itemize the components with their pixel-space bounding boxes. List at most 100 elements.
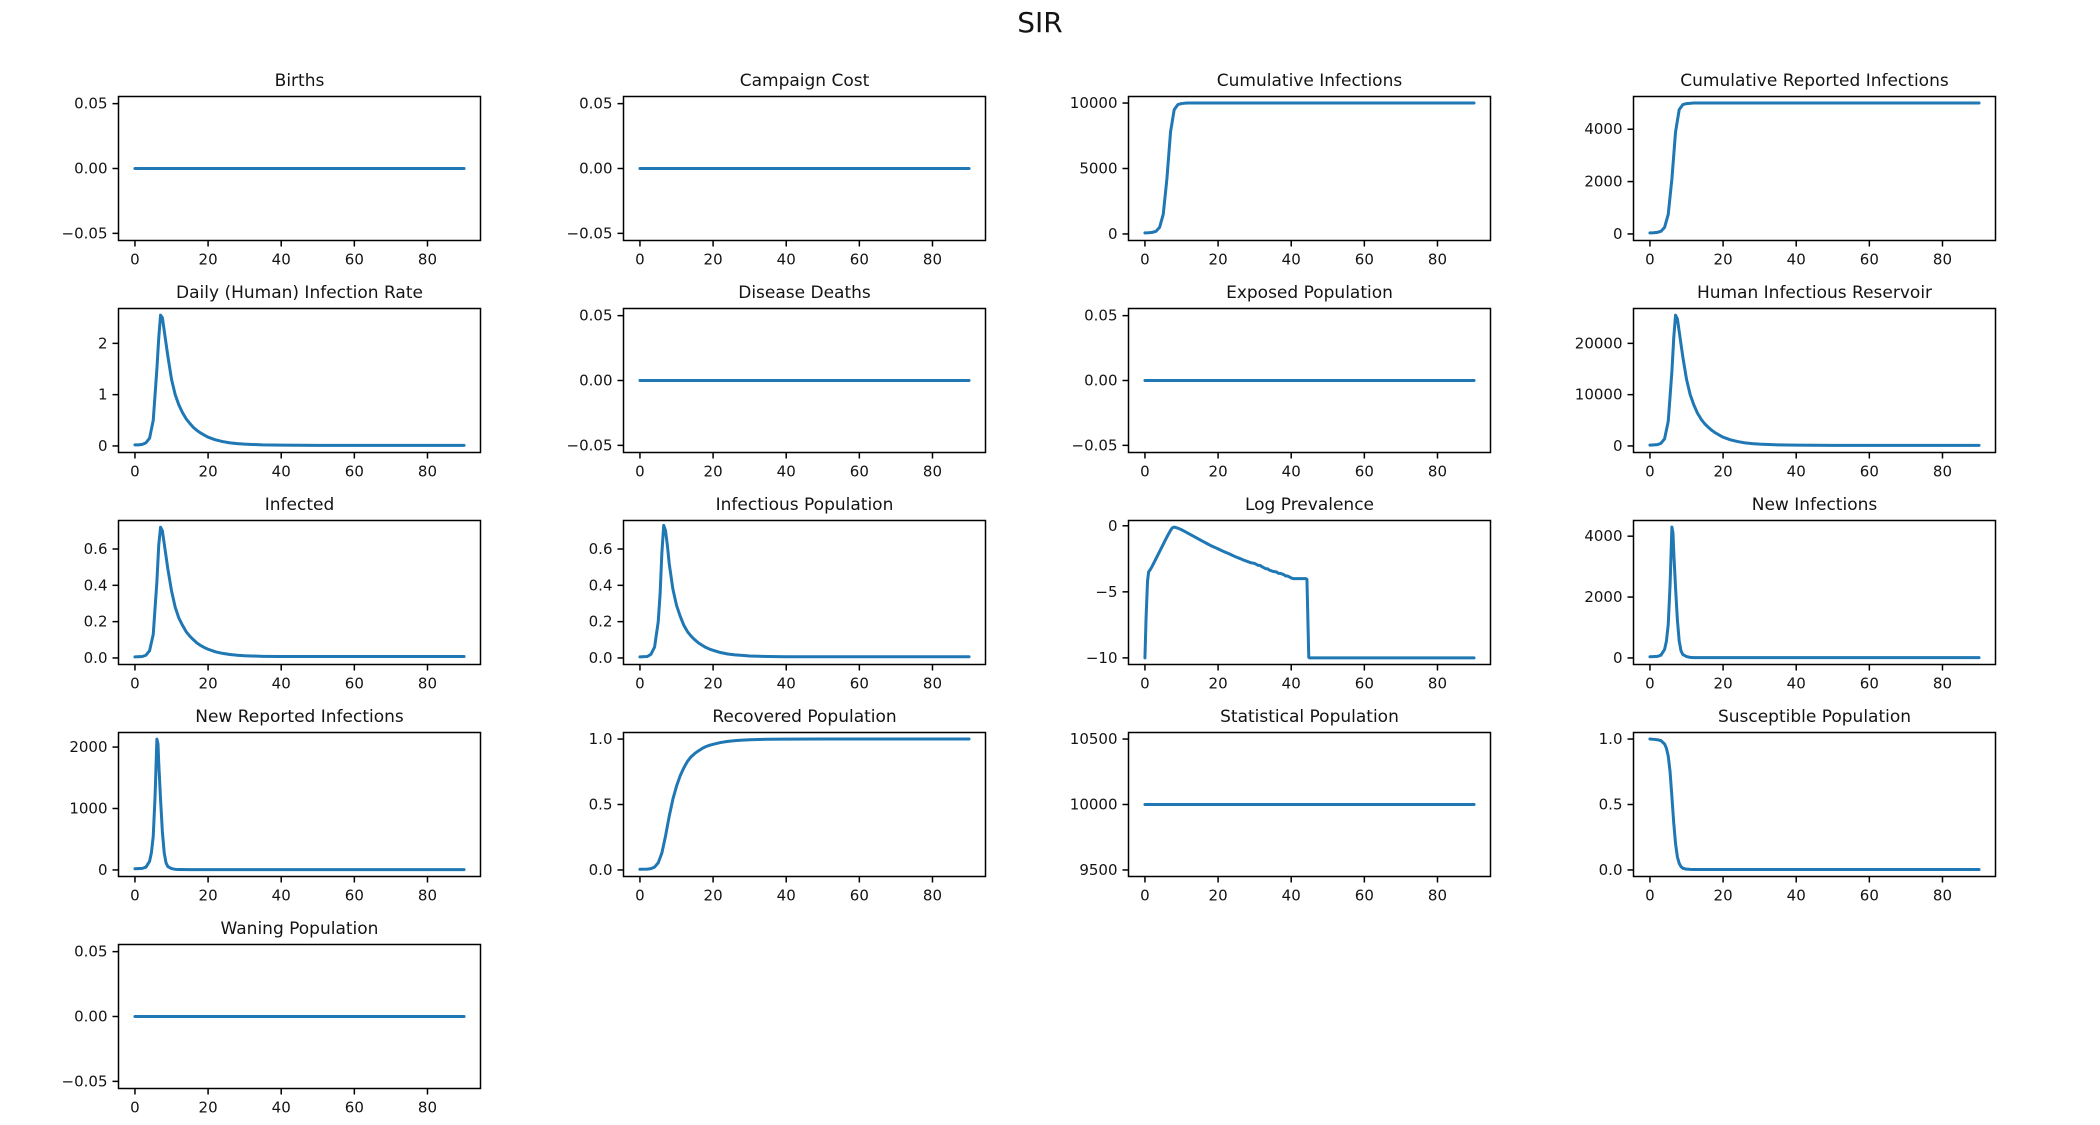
x-tick-label: 0 <box>130 251 140 269</box>
x-tick-label: 40 <box>1787 887 1806 905</box>
x-tick-label: 20 <box>1209 887 1228 905</box>
data-line <box>133 737 466 872</box>
x-tick-label: 60 <box>345 251 364 269</box>
x-tick-label: 40 <box>1282 675 1301 693</box>
plot-svg-exposed-population: Exposed Population 0.05 0.00 −0.05 0 20 40 60 80 <box>1072 283 1492 481</box>
subplot-waning-population: Waning Population 0.05 0.00 −0.05 0 20 40 60 80 <box>0 904 505 1120</box>
subplot-daily-human-infection-rate: Daily (Human) Infection Rate 2 1 0 0 20 40 60 80 <box>0 268 505 484</box>
x-tick-label: 60 <box>345 887 364 905</box>
x-tick-label: 20 <box>199 675 218 693</box>
x-tick-label: 0 <box>1645 887 1655 905</box>
x-tick-label: 60 <box>1860 463 1879 481</box>
x-tick-label: 20 <box>1714 887 1733 905</box>
x-tick-label: 20 <box>1209 675 1228 693</box>
x-tick-label: 40 <box>1282 251 1301 269</box>
x-tick-label: 40 <box>272 463 291 481</box>
x-tick-label: 20 <box>199 251 218 269</box>
x-tick-label: 60 <box>1355 675 1374 693</box>
data-line <box>638 523 971 659</box>
y-tick-label: −0.05 <box>1072 436 1118 454</box>
y-tick-label: −5 <box>1095 583 1117 601</box>
x-tick-label: 20 <box>704 887 723 905</box>
x-tick-label: 80 <box>1428 887 1447 905</box>
x-tick-label: 40 <box>777 463 796 481</box>
subplot-title: Human Infectious Reservoir <box>1697 283 1932 303</box>
plot-svg-disease-deaths: Disease Deaths 0.05 0.00 −0.05 0 20 40 60 80 <box>567 283 987 481</box>
x-tick-label: 80 <box>923 251 942 269</box>
subplot-title: Disease Deaths <box>738 283 871 303</box>
plot-svg-daily-human-infection-rate: Daily (Human) Infection Rate 2 1 0 0 20 40 60 80 <box>98 283 482 481</box>
y-tick-label: 20000 <box>1575 334 1623 352</box>
x-tick-label: 80 <box>923 887 942 905</box>
y-tick-label: 2000 <box>69 738 107 756</box>
x-tick-label: 80 <box>418 1099 437 1117</box>
x-tick-label: 40 <box>272 251 291 269</box>
y-tick-label: 0 <box>98 437 108 455</box>
x-tick-label: 40 <box>1787 463 1806 481</box>
subplot-statistical-population: Statistical Population 10500 10000 9500 0 20 4… <box>1010 692 1515 908</box>
subplot-title: Log Prevalence <box>1245 495 1374 515</box>
plot-svg-log-prevalence: Log Prevalence 0 −5 −10 0 20 40 60 80 <box>1086 495 1492 693</box>
x-tick-label: 0 <box>130 887 140 905</box>
y-tick-label: 4000 <box>1584 120 1622 138</box>
y-tick-label: 1 <box>98 386 108 404</box>
x-tick-label: 60 <box>1860 675 1879 693</box>
y-tick-label: 1.0 <box>1599 730 1623 748</box>
x-tick-label: 60 <box>850 251 869 269</box>
subplot-title: Waning Population <box>221 919 379 939</box>
y-tick-label: 0.00 <box>74 1008 107 1026</box>
y-tick-label: 0.00 <box>579 372 612 390</box>
x-tick-label: 80 <box>1933 887 1952 905</box>
x-tick-label: 40 <box>777 887 796 905</box>
x-tick-label: 20 <box>199 887 218 905</box>
x-tick-label: 40 <box>272 675 291 693</box>
axes-box <box>622 731 987 878</box>
y-tick-label: 0.00 <box>1084 372 1117 390</box>
subplot-title: Exposed Population <box>1226 283 1393 303</box>
x-tick-label: 0 <box>635 463 645 481</box>
data-line <box>1648 525 1981 660</box>
x-tick-label: 0 <box>1140 251 1150 269</box>
plot-svg-human-infectious-reservoir: Human Infectious Reservoir 20000 10000 0 0 20… <box>1575 283 1997 481</box>
axes-box <box>117 307 482 454</box>
plot-svg-new-infections: New Infections 4000 2000 0 0 20 40 60 80 <box>1584 495 1997 693</box>
x-tick-label: 60 <box>850 675 869 693</box>
x-tick-label: 80 <box>418 887 437 905</box>
subplot-title: Statistical Population <box>1220 707 1399 727</box>
subplot-title: Births <box>275 71 325 91</box>
subplot-human-infectious-reservoir: Human Infectious Reservoir 20000 10000 0 0 20… <box>1515 268 2020 484</box>
x-tick-label: 40 <box>272 887 291 905</box>
plot-svg-recovered-population: Recovered Population 1.0 0.5 0.0 0 20 40 60 80 <box>589 707 987 905</box>
x-tick-label: 40 <box>1787 251 1806 269</box>
x-tick-label: 0 <box>1140 887 1150 905</box>
plot-svg-campaign-cost: Campaign Cost 0.05 0.00 −0.05 0 20 40 60 80 <box>567 71 987 269</box>
subplot-title: Infected <box>265 495 335 515</box>
x-tick-label: 20 <box>1209 463 1228 481</box>
y-tick-label: 0.6 <box>589 540 613 558</box>
x-tick-label: 0 <box>635 251 645 269</box>
y-tick-label: 0.0 <box>1599 861 1623 879</box>
plot-svg-infectious-population: Infectious Population 0.6 0.4 0.2 0.0 0 20 40 60… <box>589 495 987 693</box>
subplot-new-reported-infections: New Reported Infections 2000 1000 0 0 20 40 60 8… <box>0 692 505 908</box>
subplot-title: Infectious Population <box>716 495 894 515</box>
axes-box <box>1127 95 1492 242</box>
subplot-cumulative-reported-infections: Cumulative Reported Infections 4000 2000 0 0… <box>1515 56 2020 272</box>
axes-box <box>1632 307 1997 454</box>
x-tick-label: 0 <box>635 887 645 905</box>
y-tick-label: 0.4 <box>84 576 108 594</box>
y-tick-label: −10 <box>1086 649 1118 667</box>
x-tick-label: 20 <box>199 463 218 481</box>
x-tick-label: 80 <box>1428 675 1447 693</box>
y-tick-label: 0.4 <box>589 576 613 594</box>
x-tick-label: 60 <box>345 675 364 693</box>
y-tick-label: −0.05 <box>567 436 613 454</box>
y-tick-label: 0.2 <box>589 613 613 631</box>
data-line <box>1648 313 1981 447</box>
y-tick-label: 0.05 <box>74 943 107 961</box>
x-tick-label: 60 <box>345 1099 364 1117</box>
plot-svg-susceptible-population: Susceptible Population 1.0 0.5 0.0 0 20 40 60 80 <box>1599 707 1997 905</box>
axes-box <box>117 519 482 666</box>
x-tick-label: 0 <box>1645 251 1655 269</box>
y-tick-label: 4000 <box>1584 527 1622 545</box>
